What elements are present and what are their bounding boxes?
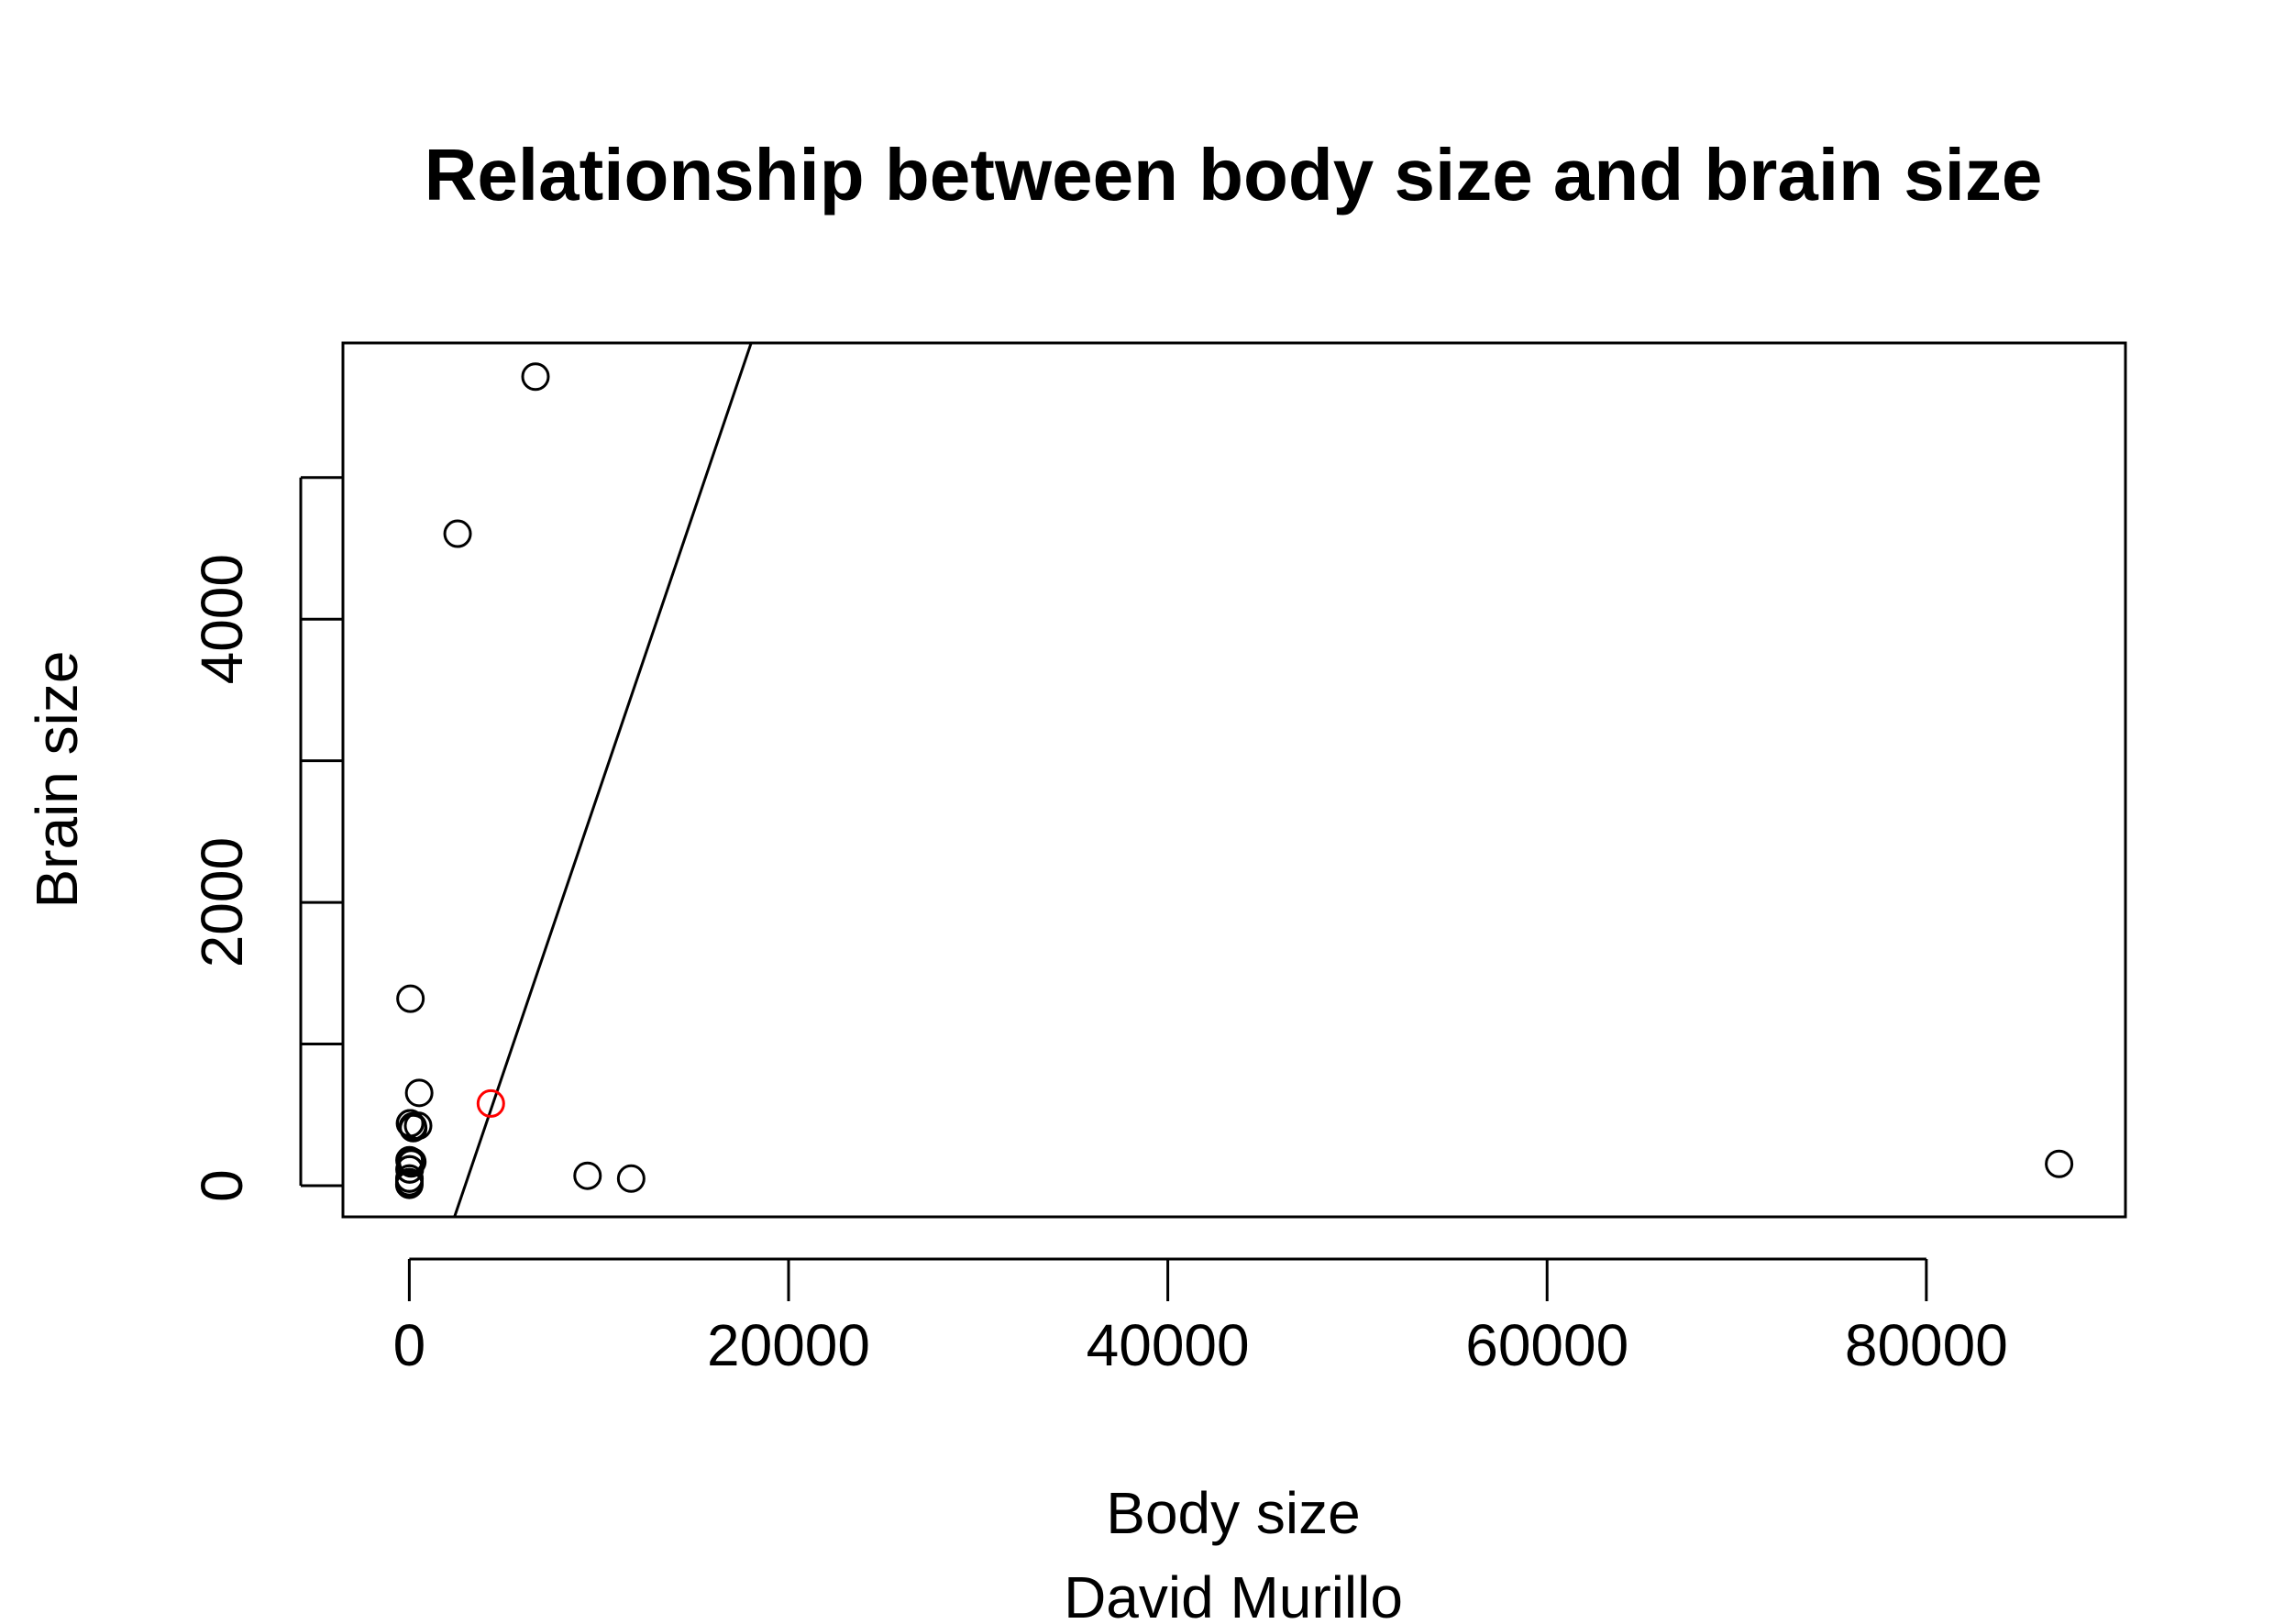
- x-tick-label: 20000: [707, 1312, 870, 1378]
- data-point: [394, 1164, 424, 1193]
- x-tick-label: 0: [393, 1312, 426, 1378]
- x-axis-label: Body size: [1106, 1480, 1360, 1546]
- y-tick-label: 4000: [189, 554, 255, 684]
- data-point: [616, 1164, 646, 1193]
- y-tick-label: 2000: [189, 837, 255, 967]
- y-axis: 0 2000 4000: [189, 476, 343, 1202]
- data-point: [2045, 1149, 2074, 1178]
- y-tick-label: 0: [189, 1169, 255, 1202]
- data-point: [396, 1146, 425, 1176]
- x-tick-label: 60000: [1465, 1312, 1628, 1378]
- data-point: [404, 1078, 434, 1108]
- fit-line-group: [453, 342, 753, 1218]
- chart-subtitle: David Murillo: [1064, 1564, 1403, 1624]
- plot-frame: [341, 341, 2127, 1219]
- highlighted-point: [476, 1088, 505, 1118]
- data-point: [396, 984, 425, 1013]
- data-point: [521, 362, 550, 392]
- data-point: [443, 519, 472, 548]
- data-point: [395, 1109, 425, 1138]
- y-axis-label: Brain size: [24, 651, 90, 909]
- fit-line: [453, 342, 753, 1218]
- chart-title: Relationship between body size and brain…: [425, 134, 2043, 215]
- data-points: [394, 362, 2074, 1199]
- x-tick-label: 80000: [1845, 1312, 2008, 1378]
- data-point: [573, 1161, 602, 1190]
- x-axis: 0 20000 40000 60000 80000: [393, 1257, 2008, 1378]
- data-point: [399, 1113, 428, 1143]
- x-tick-label: 40000: [1087, 1312, 1250, 1378]
